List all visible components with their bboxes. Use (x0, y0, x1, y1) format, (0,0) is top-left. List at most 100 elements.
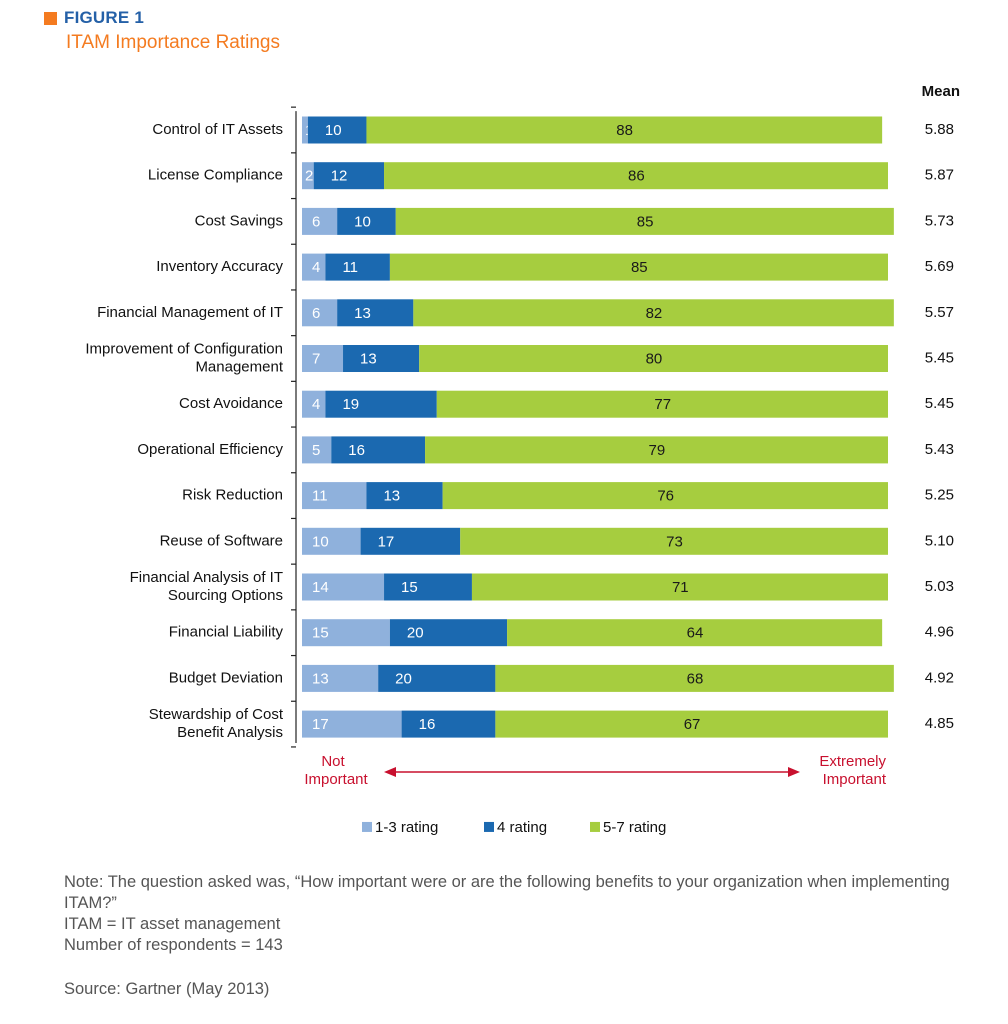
bar-segment-4-rating (307, 116, 367, 144)
bar-segment-5-7-rating (384, 162, 888, 190)
bar-segment-5-7-rating (495, 664, 894, 692)
scale-right-label: Extremely (819, 753, 886, 770)
bar-segment-1-3-rating (302, 345, 344, 372)
data-label: 2 (305, 168, 313, 185)
data-label: 17 (312, 716, 329, 733)
data-label: 64 (687, 625, 704, 642)
bar-segment-4-rating (337, 299, 414, 327)
category-label: Financial Liability (169, 624, 284, 641)
data-label: 11 (342, 259, 358, 276)
mean-value: 5.88 (925, 121, 954, 138)
bar-segment-4-rating (325, 390, 437, 418)
legend-swatch (362, 821, 372, 832)
bar-segment-1-3-rating (302, 207, 338, 235)
bar-segment-4-rating (378, 664, 496, 692)
category-label: License Compliance (148, 167, 283, 184)
bar-segment-1-3-rating (302, 253, 326, 281)
mean-value: 5.69 (925, 258, 954, 275)
note-question: Note: The question asked was, “How impor… (64, 873, 950, 912)
data-label: 11 (312, 488, 328, 505)
mean-value: 5.45 (925, 349, 954, 366)
data-label: 7 (312, 350, 320, 367)
data-label: 85 (631, 259, 648, 276)
scale-left-label: Important (304, 771, 368, 788)
bar-segment-1-3-rating (302, 573, 385, 601)
mean-value: 5.03 (925, 578, 954, 595)
data-label: 88 (616, 122, 633, 139)
data-label: 15 (401, 579, 418, 596)
data-label: 16 (348, 442, 365, 459)
category-label: Stewardship of Cost (149, 706, 284, 723)
bar-segment-4-rating (313, 162, 385, 190)
data-label: 71 (672, 579, 689, 596)
data-label: 15 (312, 625, 329, 642)
legend-swatch (484, 821, 494, 832)
bar-segment-1-3-rating (302, 162, 314, 190)
legend-swatch (590, 821, 600, 832)
data-label: 19 (342, 396, 359, 413)
category-label: Financial Management of IT (97, 304, 283, 321)
bar-segment-5-7-rating (419, 345, 888, 372)
bar-segment-4-rating (337, 207, 396, 235)
bar-segment-5-7-rating (507, 619, 883, 647)
data-label: 20 (407, 625, 424, 642)
figure-label-text: FIGURE 1 (64, 8, 145, 27)
scale-left-label: Not (321, 753, 345, 770)
mean-value: 5.43 (925, 441, 954, 458)
category-label: Cost Savings (195, 212, 283, 229)
data-label: 4 (312, 396, 320, 413)
data-label: 77 (654, 396, 671, 413)
bar-segment-4-rating (401, 710, 496, 738)
mean-value: 5.87 (925, 167, 954, 184)
note-source: Source: Gartner (May 2013) (64, 980, 270, 998)
data-label: 12 (331, 168, 348, 185)
mean-value: 5.73 (925, 212, 954, 229)
bar-segment-4-rating (384, 573, 472, 601)
orange-square-icon (44, 11, 57, 25)
bar-segment-1-3-rating (302, 482, 367, 510)
bar-segment-4-rating (331, 436, 426, 464)
bar-segment-1-3-rating (302, 527, 361, 555)
data-label: 14 (312, 579, 329, 596)
bar-segment-4-rating (366, 482, 443, 510)
category-label: Management (195, 358, 283, 375)
bar-segment-1-3-rating (302, 710, 402, 738)
bar-segment-4-rating (389, 619, 508, 647)
category-label: Financial Analysis of IT (130, 569, 283, 586)
mean-value: 4.96 (925, 624, 954, 641)
data-label: 13 (383, 488, 400, 505)
data-label: 17 (378, 533, 395, 550)
category-label: Risk Reduction (182, 487, 283, 504)
category-label: Reuse of Software (160, 532, 283, 549)
category-label: Benefit Analysis (177, 724, 283, 741)
data-label: 13 (312, 670, 329, 687)
data-label: 20 (395, 670, 412, 687)
bar-segment-5-7-rating (442, 482, 888, 510)
category-label: Control of IT Assets (152, 121, 283, 138)
bar-segment-5-7-rating (366, 116, 883, 144)
bar-segment-5-7-rating (471, 573, 888, 601)
data-label: 80 (646, 350, 663, 367)
bar-segment-5-7-rating (495, 710, 888, 738)
figure-header: FIGURE 1 ITAM Importance Ratings (44, 8, 280, 54)
category-label: Inventory Accuracy (156, 258, 283, 275)
legend-label: 4 rating (497, 819, 547, 836)
data-label: 68 (687, 670, 704, 687)
data-label: 6 (312, 305, 320, 322)
mean-header: Mean (922, 83, 960, 100)
scale-right-label: Important (823, 771, 887, 788)
bar-segment-4-rating (343, 345, 420, 372)
bar-segment-5-7-rating (413, 299, 894, 327)
bar-segment-1-3-rating (302, 619, 390, 647)
bar-segment-1-3-rating (302, 299, 338, 327)
bar-segment-5-7-rating (425, 436, 888, 464)
category-label: Sourcing Options (168, 587, 283, 604)
data-label: 67 (684, 716, 701, 733)
legend-label: 1-3 rating (375, 819, 438, 836)
scale-arrow-left-head (384, 766, 396, 777)
mean-value: 5.10 (925, 532, 954, 549)
bar-segment-5-7-rating (460, 527, 888, 555)
notes-block: Note: The question asked was, “How impor… (64, 872, 984, 1000)
note-respondents: Number of respondents = 143 (64, 936, 283, 954)
